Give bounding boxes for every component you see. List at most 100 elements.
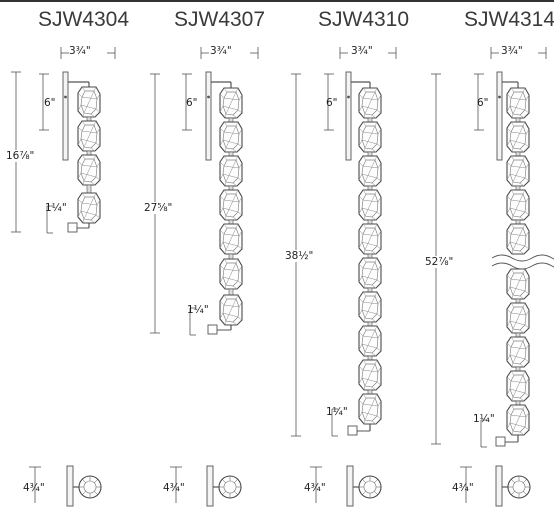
mount-screw-sjw4310	[347, 95, 350, 99]
connector-sjw4310-6	[367, 287, 373, 293]
connector-sjw4304-3	[86, 184, 92, 194]
crystal-sjw4304-3	[77, 154, 101, 186]
top-rule	[0, 0, 554, 2]
model-title-sjw4307: SJW4307	[174, 8, 266, 31]
depth-label-sjw4307: 4¾"	[163, 482, 185, 494]
bottom-label-sjw4314: 1¼"	[473, 413, 495, 425]
crystal-sjw4314-7	[506, 302, 530, 334]
connector-sjw4314-6	[515, 298, 521, 304]
crystal-sjw4310-10	[358, 393, 382, 425]
connector-sjw4310-7	[367, 321, 373, 327]
crystal-sjw4310-6	[358, 257, 382, 289]
backplate-sjw4307	[205, 71, 212, 161]
connector-sjw4310-1	[367, 117, 373, 123]
connector-sjw4314-4	[515, 219, 521, 225]
side-facet-sjw4304-7	[81, 490, 87, 496]
side-plate-sjw4307	[206, 465, 214, 507]
connector-sjw4307-1	[228, 117, 234, 123]
connector-sjw4314-2	[515, 151, 521, 157]
width-label-sjw4314: 3¾"	[501, 45, 523, 57]
model-title-sjw4304: SJW4304	[38, 8, 130, 31]
overall-label-sjw4304: 16⅞"	[5, 150, 36, 162]
crystal-sjw4304-1	[77, 86, 101, 118]
crystal-sjw4314-3	[506, 155, 530, 187]
bottom-bracket-sjw4310	[347, 425, 358, 436]
connector-sjw4304-2	[86, 150, 92, 156]
crystal-sjw4310-9	[358, 359, 382, 391]
depth-label-sjw4310: 4¾"	[304, 482, 326, 494]
side-facet-sjw4304-4	[81, 478, 87, 484]
connector-sjw4314-1	[515, 117, 521, 123]
connector-sjw4310-8	[367, 355, 373, 361]
side-facet-sjw4304-6	[93, 478, 99, 484]
side-plate-sjw4304	[66, 465, 74, 507]
side-facet-sjw4314-6	[522, 478, 528, 484]
crystal-sjw4310-2	[358, 121, 382, 153]
top-label-sjw4307: 6"	[186, 97, 198, 109]
crystal-sjw4304-4	[77, 192, 101, 224]
bottom-label-sjw4307: 1¼"	[187, 304, 209, 316]
connector-sjw4307-5	[228, 253, 234, 260]
model-title-sjw4314: SJW4314	[464, 8, 554, 31]
width-label-sjw4304: 3¾"	[69, 45, 91, 57]
side-facet-sjw4314-4	[510, 478, 516, 484]
crystal-sjw4307-5	[219, 223, 243, 255]
crystal-sjw4314-6	[506, 268, 530, 300]
side-plate-sjw4314	[495, 465, 503, 507]
crystal-sjw4314-9	[506, 370, 530, 402]
overall-label-sjw4307: 27⅝"	[143, 202, 174, 214]
crystal-sjw4310-8	[358, 325, 382, 357]
crystal-sjw4314-10	[506, 404, 530, 436]
width-label-sjw4307: 3¾"	[210, 45, 232, 57]
connector-sjw4310-4	[367, 219, 373, 225]
mount-screw-sjw4307	[207, 95, 210, 99]
side-plate-sjw4310	[346, 465, 354, 507]
backplate-sjw4304	[62, 71, 69, 161]
crystal-sjw4314-5	[506, 223, 530, 255]
top-label-sjw4310: 6"	[326, 97, 338, 109]
side-facet-sjw4310-5	[373, 490, 379, 496]
crystal-sjw4307-2	[219, 121, 243, 153]
connector-sjw4307-3	[228, 185, 234, 191]
overall-label-sjw4310: 38½"	[284, 250, 315, 262]
connector-sjw4310-9	[367, 389, 373, 395]
depth-label-sjw4314: 4¾"	[452, 482, 474, 494]
side-facet-sjw4310-7	[361, 490, 367, 496]
break-line-top-sjw4314	[491, 254, 554, 262]
connector-sjw4310-2	[367, 151, 373, 157]
crystal-sjw4310-1	[358, 87, 382, 119]
crystal-sjw4310-7	[358, 291, 382, 323]
connector-sjw4314-3	[515, 185, 521, 191]
connector-sjw4314-9	[515, 400, 521, 406]
crystal-sjw4314-8	[506, 336, 530, 368]
crystal-sjw4307-7	[219, 294, 243, 326]
side-facet-sjw4304-5	[93, 490, 99, 496]
bottom-label-sjw4304: 1¼"	[45, 202, 67, 214]
crystal-sjw4314-2	[506, 121, 530, 153]
break-line-bottom-sjw4314	[491, 262, 554, 270]
connector-sjw4314-7	[515, 332, 521, 338]
crystal-sjw4307-3	[219, 155, 243, 187]
top-label-sjw4314: 6"	[477, 97, 489, 109]
crystal-sjw4314-4	[506, 189, 530, 221]
side-facet-sjw4307-5	[233, 490, 239, 496]
crystal-sjw4310-3	[358, 155, 382, 187]
bottom-bracket-sjw4307	[207, 324, 218, 335]
bottom-bracket-sjw4314	[495, 436, 506, 447]
mount-screw-sjw4314	[498, 95, 501, 99]
crystal-sjw4314-1	[506, 87, 530, 119]
connector-sjw4304-1	[86, 116, 92, 122]
bottom-label-sjw4310: 1¼"	[326, 406, 348, 418]
crystal-sjw4304-2	[77, 120, 101, 152]
backplate-sjw4310	[345, 71, 352, 161]
model-title-sjw4310: SJW4310	[318, 8, 410, 31]
side-facet-sjw4310-6	[373, 478, 379, 484]
side-facet-sjw4314-5	[522, 490, 528, 496]
crystal-sjw4307-4	[219, 189, 243, 221]
width-label-sjw4310: 3¾"	[351, 45, 373, 57]
side-facet-sjw4307-4	[221, 478, 227, 484]
side-facet-sjw4314-7	[510, 490, 516, 496]
backplate-sjw4314	[496, 71, 503, 161]
